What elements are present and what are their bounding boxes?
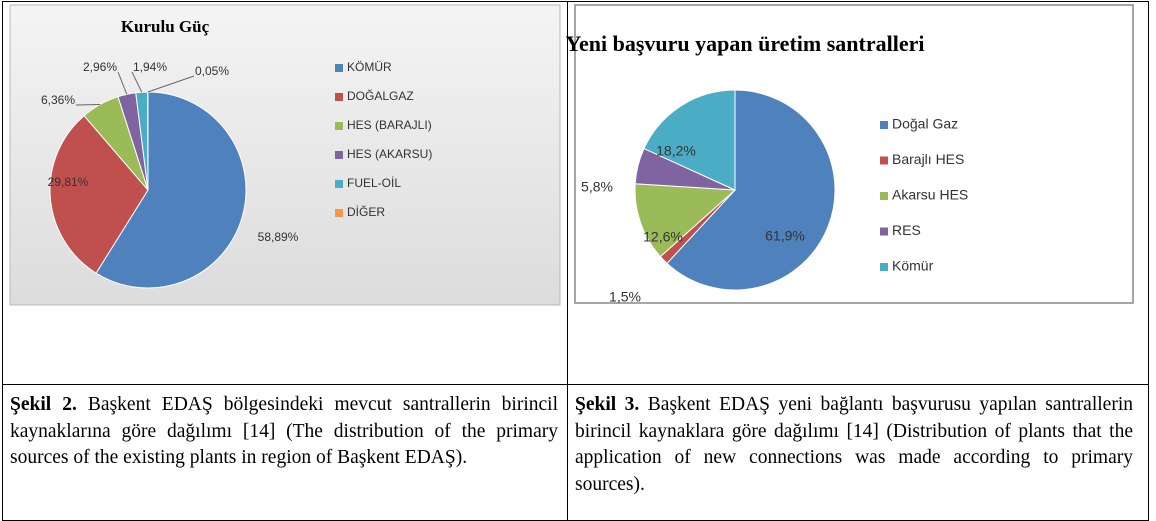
legend-label: HES (AKARSU) — [347, 147, 432, 161]
legend-label: DİĞER — [347, 204, 385, 219]
caption-label: Şekil 2. — [10, 394, 77, 415]
data-label: 6,36% — [41, 93, 75, 107]
legend-swatch — [335, 151, 343, 159]
data-label: 2,96% — [83, 60, 117, 74]
row-divider — [2, 384, 1149, 385]
chart-title: Yeni başvuru yapan üretim santralleri — [566, 31, 925, 56]
data-label: 12,6% — [643, 229, 683, 245]
caption-text: Başkent EDAŞ yeni bağlantı başvurusu yap… — [575, 394, 1133, 495]
legend-swatch — [880, 157, 888, 165]
page: Kurulu Güç Yeni başvuru yapan üretim san… — [0, 0, 1156, 508]
legend-label: Kömür — [892, 258, 934, 274]
data-label: 61,9% — [765, 228, 805, 244]
legend-swatch — [880, 121, 888, 129]
caption-text: Başkent EDAŞ bölgesindeki mevcut santral… — [10, 394, 558, 468]
legend-label: Doğal Gaz — [892, 116, 958, 132]
data-label: 1,5% — [609, 289, 641, 305]
legend-swatch — [880, 263, 888, 271]
data-label: 5,8% — [581, 179, 613, 195]
legend-label: Akarsu HES — [892, 187, 968, 203]
caption: Şekil 2. Başkent EDAŞ bölgesindeki mevcu… — [10, 392, 558, 472]
caption: Şekil 3. Başkent EDAŞ yeni bağlantı başv… — [575, 392, 1133, 498]
legend-swatch — [880, 192, 888, 200]
charts: Kurulu Güç Yeni başvuru yapan üretim san… — [0, 0, 1156, 384]
data-label: 18,2% — [656, 143, 696, 159]
data-label: 58,89% — [258, 230, 299, 244]
legend-label: Barajlı HES — [892, 151, 964, 167]
legend-label: HES (BARAJLI) — [347, 118, 432, 132]
legend-swatch — [335, 209, 343, 217]
legend-swatch — [335, 64, 343, 72]
caption-label: Şekil 3. — [575, 394, 639, 415]
data-label: 29,81% — [48, 175, 89, 189]
legend-label: RES — [892, 222, 921, 238]
legend-swatch — [335, 180, 343, 188]
legend-label: FUEL-OİL — [347, 176, 401, 190]
data-label: 0,05% — [195, 64, 229, 78]
legend-swatch — [880, 228, 888, 236]
legend-swatch — [335, 93, 343, 101]
legend-label: KÖMÜR — [347, 60, 392, 74]
chart-title: Kurulu Güç — [121, 17, 210, 36]
legend-swatch — [335, 122, 343, 130]
data-label: 1,94% — [133, 60, 167, 74]
legend-label: DOĞALGAZ — [347, 88, 414, 103]
